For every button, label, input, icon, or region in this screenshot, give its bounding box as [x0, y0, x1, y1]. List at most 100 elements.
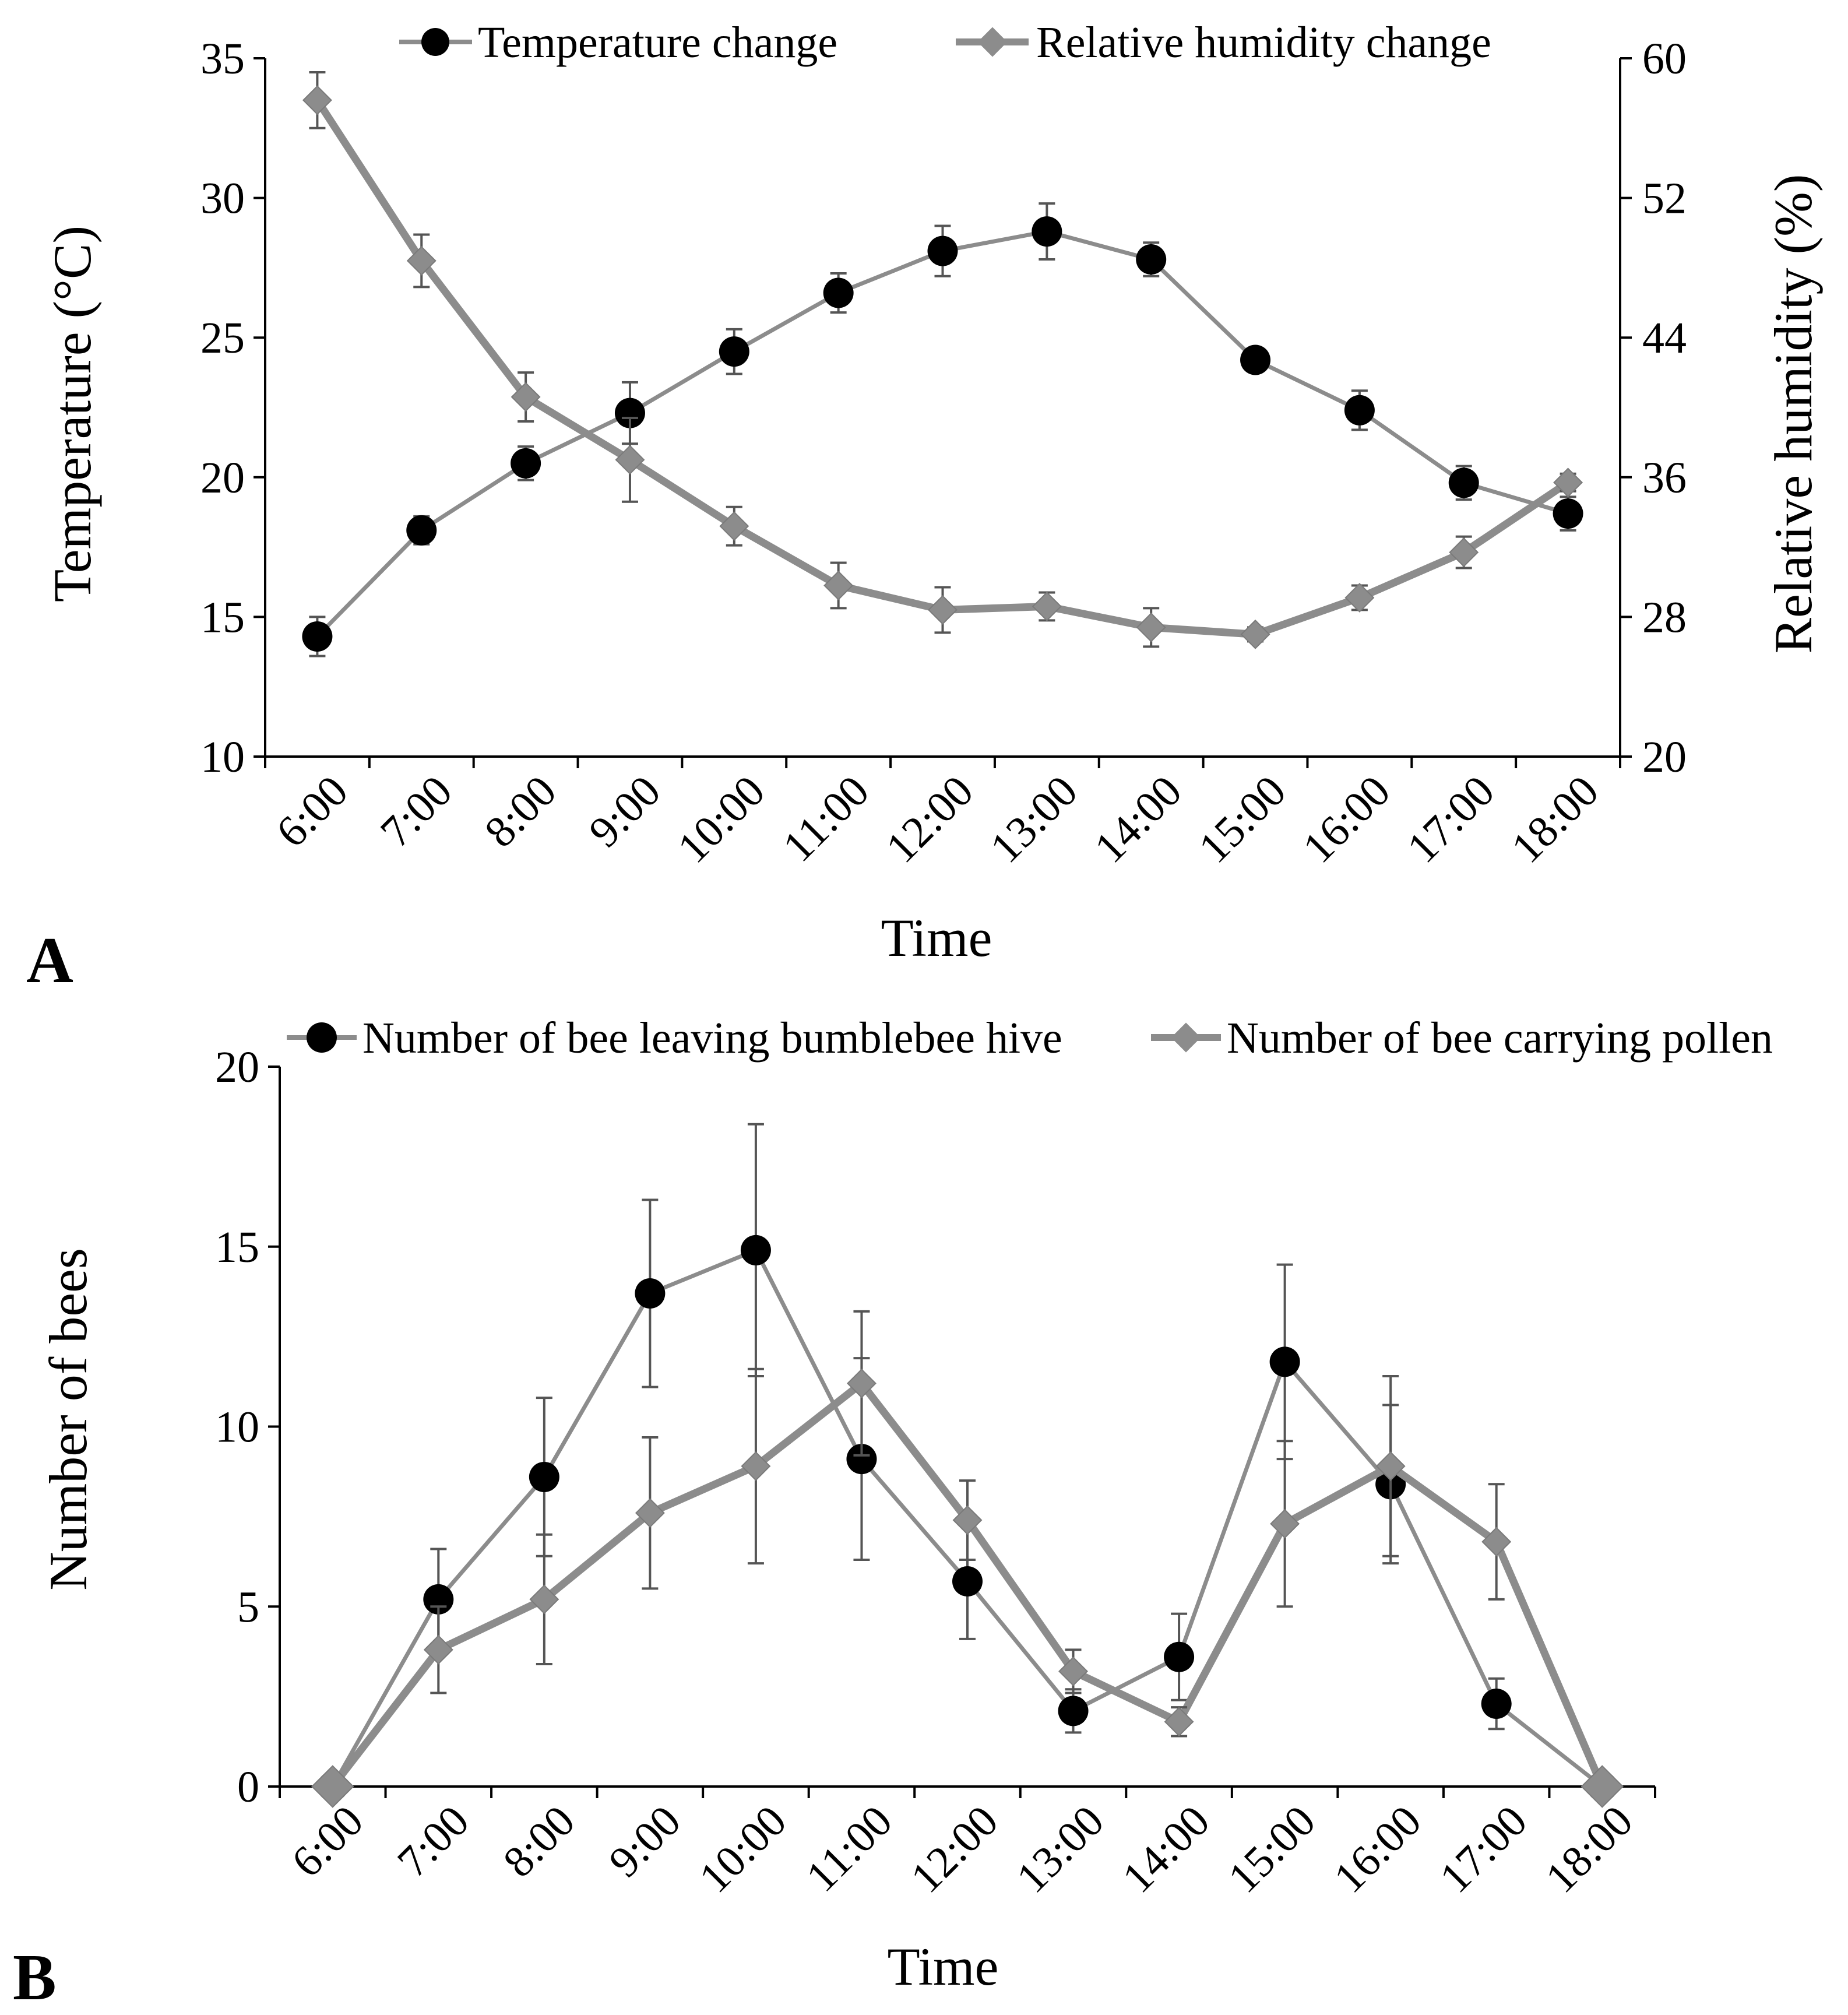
panel-a-x-tick-label: 11:00 — [773, 766, 878, 871]
panel-b-label: B — [13, 1942, 57, 2014]
panel-a-y2-tick-label: 44 — [1642, 314, 1687, 363]
panel-a-legend-circle-marker — [421, 28, 449, 56]
panel-a-series-diamond — [302, 71, 1583, 649]
panel-b-series-diamond-point — [847, 1368, 877, 1398]
panel-a-series-diamond-point — [302, 85, 332, 115]
panel-b-x-tick-label: 12:00 — [902, 1796, 1008, 1903]
panel-b-series-diamond-point — [529, 1584, 559, 1615]
panel-a-series-circle-point — [927, 235, 958, 266]
panel-a-series-circle-point — [1032, 216, 1062, 247]
panel-a-x-tick-label: 7:00 — [371, 766, 462, 857]
panel-a-legend: Temperature change Relative humidity cha… — [399, 18, 1491, 67]
panel-a-series-diamond-point — [928, 595, 958, 625]
panel-b-series-diamond-point — [1375, 1451, 1406, 1481]
panel-b-series-diamond-point — [635, 1498, 665, 1528]
panel-b-legend-diamond-marker — [1171, 1022, 1201, 1053]
panel-b-x-tick-label: 7:00 — [388, 1796, 478, 1887]
panel-b-x-tick-label: 13:00 — [1007, 1796, 1113, 1903]
panel-a-y-tick-label: 30 — [200, 174, 245, 223]
panel-b-x-tick-label: 18:00 — [1536, 1796, 1642, 1903]
panel-b-x-tick-label: 9:00 — [600, 1796, 690, 1887]
panel-b-legend-leaving: Number of bee leaving bumblebee hive — [362, 1014, 1062, 1063]
panel-b-series-circle-point — [740, 1235, 771, 1265]
panel-a-series-diamond-point — [1032, 591, 1062, 621]
panel-a-x-tick-label: 10:00 — [668, 766, 775, 873]
panel-b-series-circle-point — [635, 1278, 666, 1309]
panel-b-series-circle-point — [1164, 1641, 1195, 1672]
panel-b-series-diamond-point — [1058, 1656, 1088, 1686]
panel-a-series-diamond-point — [1449, 537, 1479, 568]
panel-a-y-tick-label: 25 — [200, 314, 245, 363]
panel-a-label: A — [26, 924, 73, 997]
panel-a-series-circle-point — [1240, 344, 1271, 375]
panel-b-y-tick-label: 5 — [237, 1583, 259, 1631]
panel-a-series-diamond-point — [719, 511, 749, 541]
panel-a-x-tick-label: 17:00 — [1398, 766, 1504, 873]
panel-a-legend-diamond-marker — [977, 27, 1008, 57]
panel-a-x-tick-label: 15:00 — [1189, 766, 1296, 873]
panel-b-x-tick-label: 14:00 — [1113, 1796, 1219, 1903]
panel-a-series-diamond-point — [1240, 619, 1270, 649]
panel-a-y-tick-label: 35 — [200, 34, 245, 83]
panel-a-series-diamond-point — [511, 382, 541, 412]
panel-b-legend-circle-marker — [307, 1022, 337, 1053]
panel-b-series-diamond-point — [311, 1765, 354, 1808]
panel-a-legend-humidity: Relative humidity change — [1036, 18, 1491, 67]
panel-a-x-tick-label: 16:00 — [1294, 766, 1400, 873]
panel-a-series-diamond-point — [1344, 582, 1375, 613]
panel-b-series-circle-point — [846, 1444, 877, 1475]
panel-a-x-tick-label: 13:00 — [981, 766, 1087, 873]
panel-a-x-tick-label: 8:00 — [476, 766, 566, 857]
panel-b-x-tick-label: 15:00 — [1219, 1796, 1325, 1903]
panel-b-legend-pollen: Number of bee carrying pollen — [1227, 1014, 1773, 1063]
panel-a-x-tick-label: 9:00 — [580, 766, 670, 857]
panel-b-y-tick-label: 20 — [215, 1043, 259, 1092]
panel-a-series-diamond-point — [823, 571, 854, 600]
panel-a-series-diamond-point — [1136, 612, 1166, 642]
panel-a-legend-temperature: Temperature change — [478, 18, 837, 67]
panel-b-series-diamond-point — [1164, 1707, 1194, 1737]
panel-b-series-diamond-point — [741, 1451, 771, 1481]
panel-a-y2-tick-label: 60 — [1642, 34, 1687, 83]
panel-a-y-tick-label: 20 — [200, 453, 245, 502]
panel-a-x-axis-title: Time — [881, 908, 992, 968]
panel-b-y-tick-label: 10 — [215, 1403, 259, 1452]
panel-b-x-tick-label: 17:00 — [1430, 1796, 1536, 1903]
panel-b-series-circle-point — [1481, 1688, 1512, 1719]
panel-b-series-diamond-point — [1581, 1765, 1624, 1808]
panel-b-x-tick-label: 8:00 — [494, 1796, 584, 1887]
panel-a-y2-tick-label: 20 — [1642, 733, 1687, 782]
panel-b-series-circle-point — [1058, 1696, 1089, 1726]
panel-a-y2-tick-label: 28 — [1642, 593, 1687, 642]
panel-a-series-circle-line — [315, 229, 1569, 638]
panel-b-x-axis-title: Time — [888, 1937, 999, 1996]
panel-b-y-tick-label: 15 — [215, 1223, 259, 1272]
panel-b-y-axis-title: Number of bees — [38, 1248, 98, 1591]
panel-a-x-tick-label: 12:00 — [877, 766, 983, 873]
panel-a-series-circle-point — [1448, 467, 1479, 498]
panel-b-x-tick-label: 10:00 — [690, 1796, 796, 1903]
panel-a-series-diamond-point — [615, 445, 645, 475]
panel-a-x-tick-label: 6:00 — [267, 766, 357, 857]
panel-a-series-circle-point — [511, 448, 541, 479]
panel-a-series-circle-point — [614, 398, 645, 428]
panel-b-x-tick-label: 6:00 — [282, 1796, 372, 1887]
panel-b-y-tick-label: 0 — [237, 1763, 259, 1812]
panel-a-y2-tick-label: 52 — [1642, 174, 1687, 223]
panel-b-legend: Number of bee leaving bumblebee hive Num… — [287, 1014, 1773, 1063]
panel-a-series-diamond-line — [314, 98, 1571, 638]
panel-b-series-diamond-point — [1270, 1508, 1300, 1539]
panel-a-series-diamond-point — [1553, 467, 1583, 498]
panel-a-y2-tick-label: 36 — [1642, 453, 1687, 502]
panel-a-y-tick-label: 15 — [200, 593, 245, 642]
panel-b-series-diamond-point — [952, 1505, 983, 1535]
panel-b-series-circle — [317, 1123, 1618, 1802]
panel-a-series-circle — [302, 202, 1583, 657]
panel-b-series-circle-point — [952, 1566, 983, 1597]
panel-b-series-circle-point — [1269, 1346, 1300, 1377]
panel-a-x-tick-label: 18:00 — [1502, 766, 1608, 873]
panel-b-series-diamond-point — [1481, 1527, 1512, 1557]
panel-a-temperature-humidity-chart: 10 15 20 25 30 35 20 28 36 44 52 60 6:00 7:00 8:00 9:00… — [26, 18, 1823, 997]
panel-a-series-circle-point — [823, 277, 854, 308]
